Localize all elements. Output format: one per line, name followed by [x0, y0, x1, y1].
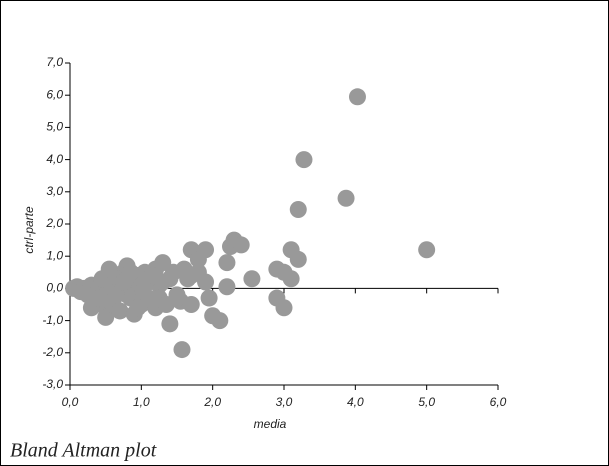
point — [161, 315, 179, 333]
y-tick-label: -2,0 — [42, 345, 63, 359]
y-tick-label: -1,0 — [42, 313, 63, 327]
point — [289, 250, 307, 268]
x-tick-label: 2,0 — [203, 395, 221, 409]
x-tick-label: 1,0 — [133, 395, 150, 409]
point — [97, 308, 115, 326]
y-tick-label: 6,0 — [46, 87, 63, 101]
point — [154, 254, 172, 272]
y-tick-label: 5,0 — [46, 120, 63, 134]
y-axis-label: ctrl-parte — [22, 206, 36, 254]
y-tick-label: 0,0 — [46, 281, 63, 295]
point — [232, 236, 250, 254]
x-tick-label: 5,0 — [418, 395, 435, 409]
point — [107, 286, 125, 304]
point — [218, 254, 236, 272]
point — [111, 302, 129, 320]
y-tick-label: 2,0 — [45, 216, 63, 230]
point — [418, 241, 436, 259]
chart-title: Bland Altman plot — [10, 440, 157, 462]
x-tick-label: 0,0 — [62, 395, 79, 409]
point — [90, 289, 108, 307]
point — [168, 289, 186, 307]
y-tick-label: 3,0 — [46, 184, 63, 198]
point — [173, 341, 191, 359]
y-tick-label: -3,0 — [42, 377, 63, 391]
point — [337, 189, 355, 207]
x-tick-label: 6,0 — [490, 395, 507, 409]
point — [161, 270, 179, 288]
point — [197, 241, 215, 259]
x-tick-label: 4,0 — [347, 395, 364, 409]
point — [143, 267, 161, 285]
point — [211, 312, 229, 330]
point — [197, 273, 215, 291]
point — [268, 289, 286, 307]
point — [243, 270, 261, 288]
point — [295, 151, 313, 169]
point — [275, 263, 293, 281]
x-axis-label: media — [254, 417, 287, 431]
y-tick-label: 1,0 — [46, 248, 63, 262]
y-tick-label: 7,0 — [46, 55, 63, 69]
point — [100, 260, 118, 278]
point — [348, 88, 366, 106]
point — [289, 201, 307, 219]
x-tick-label: 3,0 — [276, 395, 293, 409]
point — [182, 296, 200, 313]
point — [218, 278, 236, 296]
point — [129, 299, 147, 317]
y-tick-label: 4,0 — [46, 152, 63, 166]
point — [200, 289, 218, 307]
point — [122, 263, 140, 281]
